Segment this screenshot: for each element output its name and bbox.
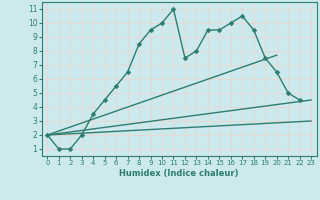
X-axis label: Humidex (Indice chaleur): Humidex (Indice chaleur) <box>119 169 239 178</box>
